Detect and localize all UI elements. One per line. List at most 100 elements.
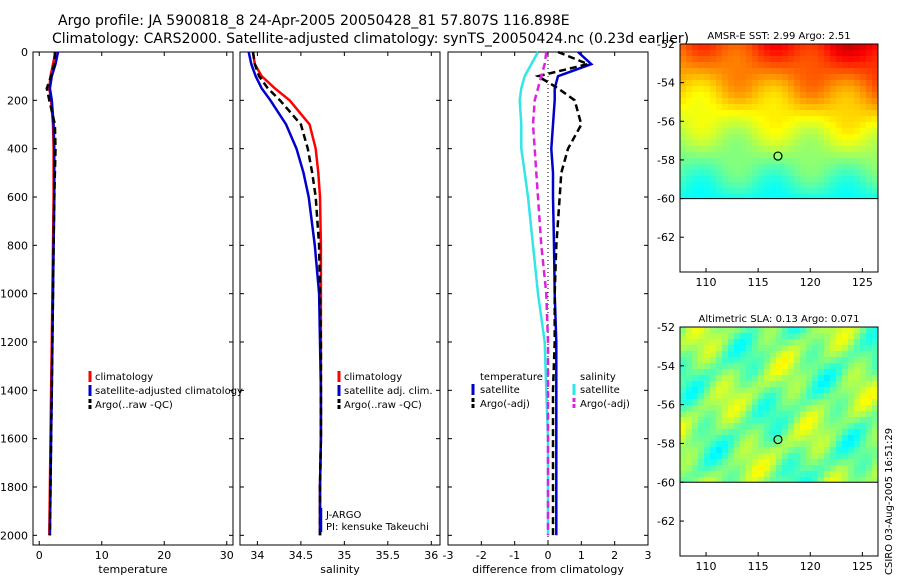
map-cell bbox=[812, 327, 818, 333]
map-cell bbox=[728, 116, 734, 122]
map-cell bbox=[818, 429, 824, 435]
map-cell bbox=[794, 56, 800, 62]
map-cell bbox=[716, 188, 722, 194]
map-cell bbox=[716, 116, 722, 122]
map-cell bbox=[872, 375, 878, 381]
map-cell bbox=[818, 465, 824, 471]
map-cell bbox=[680, 369, 686, 375]
map-cell bbox=[728, 417, 734, 423]
map-cell bbox=[806, 146, 812, 152]
map-cell bbox=[758, 447, 764, 453]
map-cell bbox=[824, 170, 830, 176]
map-cell bbox=[758, 351, 764, 357]
map-cell bbox=[758, 357, 764, 363]
map-cell bbox=[698, 134, 704, 140]
map-cell bbox=[776, 104, 782, 110]
map-cell bbox=[692, 429, 698, 435]
map-cell bbox=[728, 423, 734, 429]
map-cell bbox=[848, 56, 854, 62]
map-cell bbox=[764, 465, 770, 471]
map-cell bbox=[824, 116, 830, 122]
map-cell bbox=[788, 351, 794, 357]
map-cell bbox=[740, 357, 746, 363]
map-cell bbox=[812, 411, 818, 417]
map-cell bbox=[866, 86, 872, 92]
map-cell bbox=[788, 152, 794, 158]
map-cell bbox=[788, 182, 794, 188]
map-cell bbox=[692, 471, 698, 477]
map-cell bbox=[722, 465, 728, 471]
map-cell bbox=[692, 86, 698, 92]
map-cell bbox=[746, 62, 752, 68]
map-cell bbox=[722, 405, 728, 411]
map-cell bbox=[740, 351, 746, 357]
x-tick-label: -2 bbox=[476, 549, 487, 562]
map-cell bbox=[764, 92, 770, 98]
map-cell bbox=[728, 152, 734, 158]
map-cell bbox=[716, 50, 722, 56]
map-cell bbox=[794, 140, 800, 146]
map-cell bbox=[704, 459, 710, 465]
map-cell bbox=[716, 399, 722, 405]
map-cell bbox=[746, 333, 752, 339]
map-cell bbox=[746, 164, 752, 170]
map-cell bbox=[854, 56, 860, 62]
map-cell bbox=[728, 357, 734, 363]
map-cell bbox=[776, 50, 782, 56]
map-cell bbox=[770, 170, 776, 176]
map-cell bbox=[860, 339, 866, 345]
map-cell bbox=[698, 375, 704, 381]
map-cell bbox=[680, 92, 686, 98]
map-cell bbox=[752, 74, 758, 80]
map-cell bbox=[734, 387, 740, 393]
map-cell bbox=[680, 327, 686, 333]
map-cell bbox=[764, 387, 770, 393]
legend-label: climatology bbox=[344, 372, 402, 383]
map-cell bbox=[866, 387, 872, 393]
map-cell bbox=[728, 333, 734, 339]
map-cell bbox=[716, 146, 722, 152]
map-cell bbox=[872, 86, 878, 92]
map-cell bbox=[740, 363, 746, 369]
map-cell bbox=[776, 110, 782, 116]
x-tick-label: 36 bbox=[424, 549, 438, 562]
map-cell bbox=[872, 188, 878, 194]
map-cell bbox=[830, 98, 836, 104]
map-cell bbox=[818, 339, 824, 345]
map-cell bbox=[716, 92, 722, 98]
map-cell bbox=[842, 375, 848, 381]
map-cell bbox=[728, 194, 734, 199]
map-cell bbox=[770, 104, 776, 110]
map-cell bbox=[800, 80, 806, 86]
map-cell bbox=[830, 92, 836, 98]
map-cell bbox=[788, 56, 794, 62]
map-cell bbox=[740, 387, 746, 393]
map-cell bbox=[842, 459, 848, 465]
map-cell bbox=[680, 441, 686, 447]
map-cell bbox=[872, 104, 878, 110]
map-cell bbox=[776, 128, 782, 134]
map-cell bbox=[686, 345, 692, 351]
map-cell bbox=[788, 188, 794, 194]
map-cell bbox=[818, 68, 824, 74]
map-cell bbox=[710, 393, 716, 399]
map-cell bbox=[824, 86, 830, 92]
map-cell bbox=[728, 188, 734, 194]
map-cell bbox=[722, 471, 728, 477]
map-cell bbox=[830, 116, 836, 122]
map-cell bbox=[830, 369, 836, 375]
map-cell bbox=[830, 441, 836, 447]
map-cell bbox=[794, 405, 800, 411]
map-cell bbox=[686, 134, 692, 140]
map-cell bbox=[770, 44, 776, 50]
map-cell bbox=[836, 140, 842, 146]
map-cell bbox=[728, 393, 734, 399]
map-cell bbox=[710, 62, 716, 68]
map-cell bbox=[710, 351, 716, 357]
map-cell bbox=[794, 417, 800, 423]
x-axis-label: temperature bbox=[98, 563, 167, 576]
map-cell bbox=[692, 447, 698, 453]
map-cell bbox=[782, 110, 788, 116]
map-cell bbox=[806, 357, 812, 363]
